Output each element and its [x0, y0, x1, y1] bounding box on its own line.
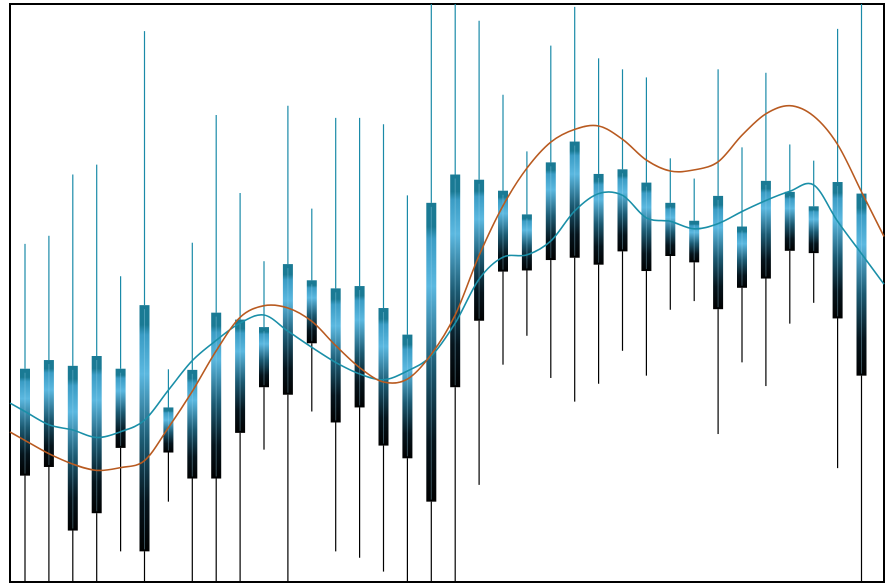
candle-body [306, 280, 317, 344]
candle-20 [474, 20, 485, 485]
candle-7 [163, 369, 174, 502]
moving-average-lines [9, 104, 885, 472]
candle-18 [426, 4, 437, 582]
candle-body [330, 288, 341, 423]
candle-29 [689, 178, 700, 302]
candle-body [474, 179, 485, 321]
candle-5 [115, 276, 126, 552]
candle-24 [569, 6, 580, 402]
candle-36 [856, 4, 867, 582]
candle-body [91, 356, 102, 514]
candle-9 [211, 114, 222, 582]
candle-body [856, 193, 867, 376]
candle-11 [259, 261, 269, 450]
candle-body [593, 173, 604, 265]
candle-body [665, 202, 676, 257]
candle-27 [641, 77, 652, 376]
series-line-1 [9, 182, 885, 439]
candle-6 [139, 31, 150, 582]
candle-30 [713, 69, 724, 435]
candle-12 [282, 105, 293, 582]
candle-body [43, 360, 54, 467]
candle-body [521, 214, 532, 271]
plot-frame [9, 3, 885, 583]
candle-body [713, 195, 724, 310]
candle-body [115, 368, 126, 448]
candle-body [426, 202, 437, 502]
candle-33 [784, 144, 795, 324]
series-line-2 [9, 104, 885, 472]
candle-body [760, 180, 771, 279]
candle-body [259, 327, 269, 388]
candle-body [832, 182, 843, 319]
candle-body [211, 312, 222, 479]
candle-body [402, 334, 413, 459]
candle-25 [593, 58, 604, 384]
candle-body [67, 365, 78, 531]
candle-2 [43, 235, 54, 582]
candle-19 [450, 4, 461, 582]
candle-body [378, 308, 389, 446]
candle-body [282, 264, 293, 395]
candle-body [498, 190, 508, 272]
candle-14 [330, 117, 341, 552]
candle-16 [378, 124, 389, 572]
candle-10 [235, 193, 246, 582]
candle-28 [665, 158, 676, 310]
candle-21 [498, 94, 508, 365]
candle-22 [521, 151, 532, 336]
candle-15 [354, 117, 365, 558]
candle-body [808, 206, 819, 254]
candle-body [545, 162, 556, 261]
candle-26 [617, 69, 628, 351]
candle-body [617, 169, 628, 252]
candle-3 [67, 174, 78, 582]
candle-23 [545, 45, 556, 378]
candle-1 [20, 243, 30, 582]
candle-31 [737, 147, 747, 363]
candle-body [163, 407, 174, 453]
candle-4 [91, 164, 102, 582]
candle-34 [808, 160, 819, 303]
candle-13 [306, 208, 317, 412]
candle-body [235, 319, 246, 433]
candle-body [784, 191, 795, 251]
candle-body [187, 369, 198, 479]
candle-8 [187, 242, 198, 582]
candle-body [737, 226, 747, 288]
candle-body [689, 220, 700, 263]
candle-17 [402, 195, 413, 582]
candle-35 [832, 28, 843, 469]
candle-32 [760, 72, 771, 387]
candle-body [20, 368, 30, 476]
candles-layer [20, 4, 867, 582]
candle-body [569, 141, 580, 258]
candle-body [450, 174, 461, 388]
candle-body [354, 286, 365, 408]
candle-body [139, 305, 150, 552]
candle-body [641, 182, 652, 272]
